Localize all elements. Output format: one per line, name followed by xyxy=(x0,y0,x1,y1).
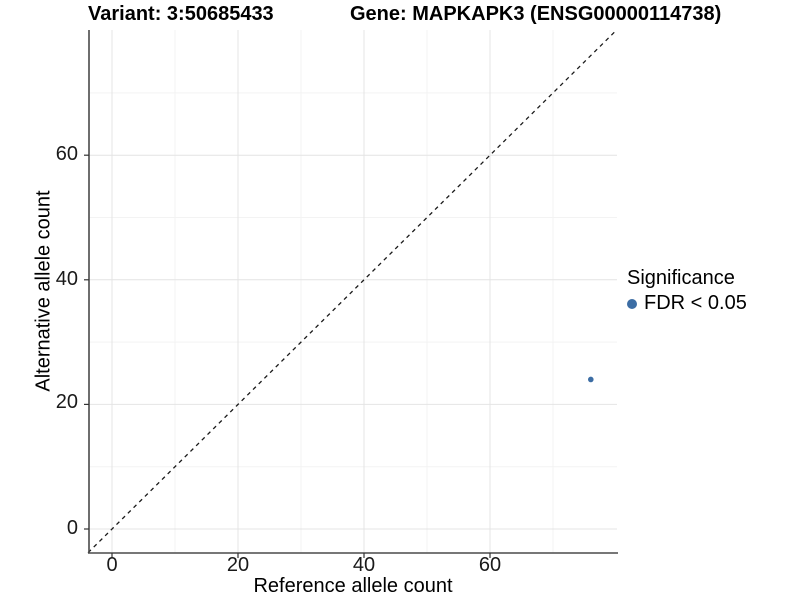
legend: Significance FDR < 0.05 xyxy=(627,266,747,315)
legend-title: Significance xyxy=(627,267,735,289)
x-tick-label-60: 60 xyxy=(478,554,502,576)
variant-title: Variant: 3:50685433 xyxy=(88,3,274,25)
legend-item-fdr: FDR < 0.05 xyxy=(627,292,747,315)
x-tick-label-40: 40 xyxy=(352,554,376,576)
x-tick-label-0: 0 xyxy=(106,554,118,576)
x-tick-label-20: 20 xyxy=(226,554,250,576)
data-point xyxy=(588,376,594,383)
y-tick-label-60: 60 xyxy=(55,143,78,165)
identity-dashed-line xyxy=(87,29,618,554)
y-tick-label-40: 40 xyxy=(55,268,78,290)
y-axis-title: Alternative allele count xyxy=(32,190,55,392)
legend-item-label: FDR < 0.05 xyxy=(644,292,747,314)
y-tick-label-0: 0 xyxy=(66,517,78,539)
gene-title: Gene: MAPKAPK3 (ENSG00000114738) xyxy=(350,3,722,25)
x-axis-title: Reference allele count xyxy=(253,575,453,597)
legend-point-icon xyxy=(627,298,637,309)
y-tick-label-20: 20 xyxy=(55,391,78,413)
